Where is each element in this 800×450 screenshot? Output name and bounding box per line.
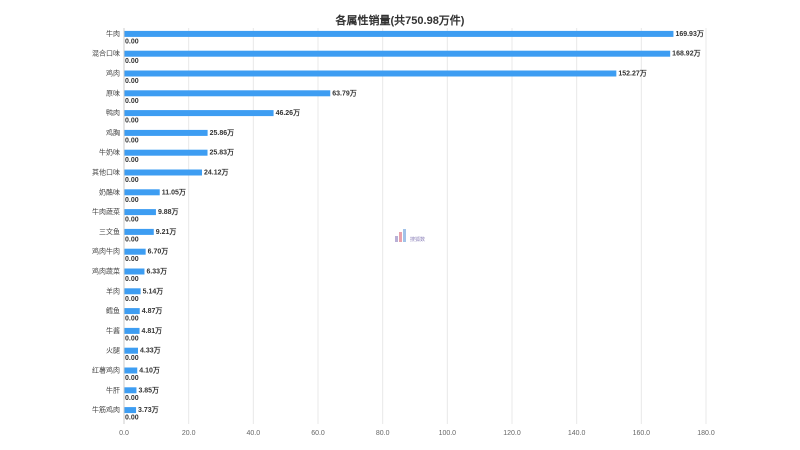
category-label: 牛肉蔬菜	[92, 207, 120, 216]
zero-value-label: 0.00	[125, 157, 139, 164]
zero-value-label: 0.00	[125, 355, 139, 362]
value-label: 168.92万	[672, 50, 700, 58]
category-label: 牛酱	[106, 326, 120, 335]
zero-value-label: 0.00	[125, 38, 139, 45]
category-label: 鸡肉蔬菜	[92, 267, 120, 276]
bar	[124, 327, 140, 334]
value-label: 4.87万	[142, 307, 163, 315]
value-label: 25.83万	[210, 149, 235, 157]
bar	[124, 30, 674, 37]
category-label: 混合口味	[92, 49, 120, 58]
zero-value-label: 0.00	[125, 415, 139, 422]
category-label: 红薯鸡肉	[92, 366, 120, 375]
category-label: 鸡肉牛肉	[92, 247, 120, 256]
x-tick-label: 80.0	[376, 430, 390, 437]
zero-value-label: 0.00	[125, 296, 139, 303]
zero-value-label: 0.00	[125, 316, 139, 323]
bar	[124, 129, 208, 136]
x-tick-label: 160.0	[633, 430, 651, 437]
category-label: 羊肉	[106, 286, 120, 295]
grid-layer	[188, 28, 707, 424]
value-label: 9.21万	[156, 228, 177, 236]
axis-layer: 0.0 20.0 40.0 60.0 80.0 100.0 120.0 140.0 160.0 1…	[119, 28, 715, 437]
bar	[124, 70, 617, 77]
category-label: 鸡肉	[106, 69, 120, 78]
zero-value-label: 0.00	[125, 236, 139, 243]
bar-layer	[124, 30, 674, 414]
x-tick-label: 180.0	[697, 430, 715, 437]
zero-value-label: 0.00	[125, 217, 139, 224]
value-label: 46.26万	[276, 109, 301, 117]
zero-value-label: 0.00	[125, 137, 139, 144]
value-label: 6.70万	[148, 248, 169, 256]
value-label: 24.12万	[204, 169, 229, 177]
x-tick-label: 40.0	[247, 430, 261, 437]
zero-value-label: 0.00	[125, 395, 139, 402]
value-label: 169.93万	[675, 30, 703, 38]
value-label: 5.14万	[143, 287, 164, 295]
zero-value-label: 0.00	[125, 78, 139, 85]
bar	[124, 268, 145, 275]
x-tick-label: 100.0	[439, 430, 457, 437]
category-label: 原味	[106, 88, 120, 97]
category-label: 鸭肉	[106, 108, 120, 117]
bar	[124, 149, 208, 156]
zero-value-label: 0.00	[125, 276, 139, 283]
watermark-logo-icon	[395, 229, 406, 242]
value-label: 25.86万	[210, 129, 235, 137]
category-label: 牛肝	[106, 385, 120, 394]
bar	[124, 308, 140, 315]
value-label: 4.10万	[139, 367, 160, 375]
chart-title: 各属性销量(共750.98万件)	[335, 15, 465, 27]
bar	[124, 189, 160, 196]
x-tick-label: 60.0	[311, 430, 325, 437]
value-label: 152.27万	[618, 70, 646, 78]
bar	[124, 407, 137, 414]
bar	[124, 248, 146, 255]
zero-value-label: 0.00	[125, 197, 139, 204]
zero-value-label: 0.00	[125, 58, 139, 65]
bar	[124, 347, 139, 354]
label-layer: 牛肉 169.93万 0.00 混合口味 168.92万 0.00 鸡肉 152.27万 0.0…	[92, 29, 704, 422]
x-tick-label: 20.0	[182, 430, 196, 437]
zero-value-label: 0.00	[125, 256, 139, 263]
category-label: 牛筋鸡肉	[92, 405, 120, 414]
value-label: 6.33万	[146, 268, 167, 276]
bar	[124, 367, 138, 374]
category-label: 其他口味	[92, 168, 120, 177]
zero-value-label: 0.00	[125, 98, 139, 105]
bar	[124, 387, 137, 394]
value-label: 3.85万	[138, 386, 159, 394]
x-tick-label: 0.0	[119, 430, 129, 437]
value-label: 9.88万	[158, 208, 179, 216]
bar	[124, 90, 331, 97]
category-label: 三文鱼	[99, 227, 120, 236]
zero-value-label: 0.00	[125, 375, 139, 382]
zero-value-label: 0.00	[125, 335, 139, 342]
bar	[124, 50, 671, 57]
bar	[124, 228, 154, 235]
watermark-text: 搜狐数	[410, 237, 426, 243]
x-tick-label: 120.0	[503, 430, 521, 437]
zero-value-label: 0.00	[125, 118, 139, 125]
bar	[124, 288, 141, 295]
category-label: 鳕鱼	[106, 306, 120, 315]
value-label: 4.81万	[142, 327, 163, 335]
bar	[124, 169, 202, 176]
category-label: 火腿	[106, 347, 120, 355]
category-label: 牛肉	[106, 29, 120, 38]
zero-value-label: 0.00	[125, 177, 139, 184]
bar	[124, 209, 156, 216]
value-label: 3.73万	[138, 406, 159, 414]
category-label: 奶酪味	[99, 187, 120, 196]
x-tick-label: 140.0	[568, 430, 586, 437]
category-label: 鸡胸	[106, 128, 120, 137]
category-label: 牛奶味	[99, 148, 120, 157]
value-label: 11.05万	[162, 188, 186, 196]
value-label: 63.79万	[332, 89, 357, 97]
value-label: 4.33万	[140, 347, 161, 355]
bar	[124, 110, 274, 117]
